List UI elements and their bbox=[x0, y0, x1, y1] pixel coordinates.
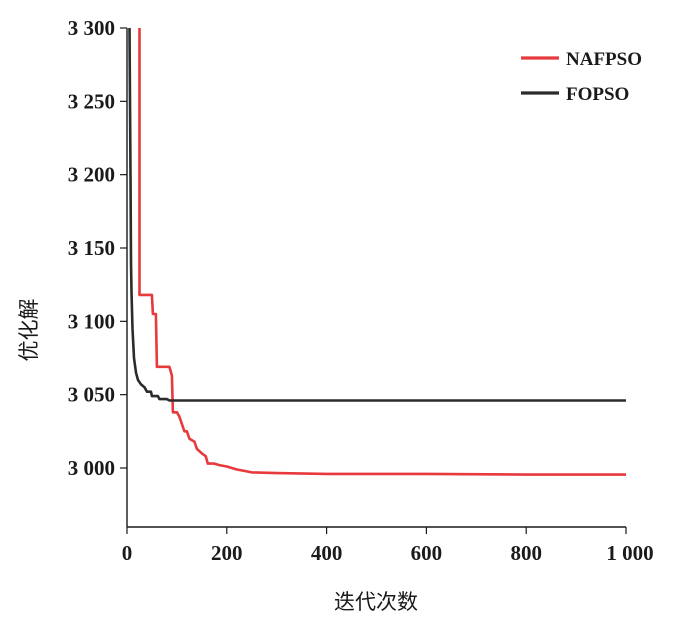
legend: NAFPSO FOPSO bbox=[521, 49, 642, 105]
x-tick-label: 0 bbox=[122, 541, 133, 565]
y-tick-label: 3 050 bbox=[68, 383, 115, 407]
y-tick-label: 3 200 bbox=[68, 163, 115, 187]
x-tick-label: 400 bbox=[311, 541, 343, 565]
y-tick-label: 3 300 bbox=[68, 16, 115, 40]
y-ticks: 3 000 3 050 3 100 3 150 3 200 3 250 3 300 bbox=[68, 16, 127, 480]
x-axis-title: 迭代次数 bbox=[334, 590, 418, 614]
y-tick-label: 3 250 bbox=[68, 89, 115, 113]
x-tick-label: 800 bbox=[510, 541, 542, 565]
x-tick-label: 200 bbox=[211, 541, 243, 565]
x-tick-label: 1 000 bbox=[606, 541, 653, 565]
series-line-fopso bbox=[128, 27, 626, 402]
legend-label-fopso: FOPSO bbox=[566, 84, 629, 105]
y-axis-title: 优化解 bbox=[17, 299, 41, 362]
legend-label-nafpso: NAFPSO bbox=[566, 49, 642, 70]
axes bbox=[126, 28, 626, 528]
x-tick-label: 600 bbox=[411, 541, 443, 565]
y-tick-label: 3 150 bbox=[68, 236, 115, 260]
plot-lines bbox=[128, 27, 626, 476]
y-tick-label: 3 100 bbox=[68, 309, 115, 333]
x-ticks: 0 200 400 600 800 1 000 bbox=[122, 527, 654, 565]
series-line-nafpso bbox=[138, 28, 626, 476]
y-tick-label: 3 000 bbox=[68, 456, 115, 480]
